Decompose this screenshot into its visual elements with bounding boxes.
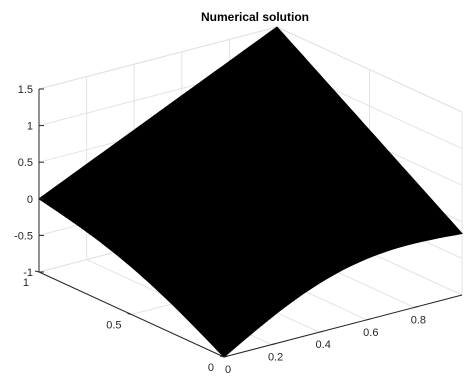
box-edge xyxy=(276,26,463,113)
tick-labels: -1 -0.5 0 0.5 1 1.5 0 0.2 0.4 0.6 0.8 0 0.5 1 xyxy=(14,84,426,376)
x-tick-mark xyxy=(414,305,419,308)
x-tick-label: 0 xyxy=(225,364,231,376)
y-tick-mark xyxy=(127,313,132,315)
axes xyxy=(34,88,463,358)
surface-mesh xyxy=(38,26,463,358)
x-tick-label: 0.4 xyxy=(316,339,331,351)
z-tick-label: 1 xyxy=(27,121,33,133)
z-tick-label: -0.5 xyxy=(14,230,33,242)
y-tick-mark xyxy=(219,355,225,358)
y-tick-label: 1 xyxy=(23,277,29,289)
x-tick-label: 0.8 xyxy=(411,314,426,326)
x-tick-label: 0.2 xyxy=(268,352,283,364)
x-tick-mark xyxy=(366,318,371,321)
x-tick-mark xyxy=(319,330,324,333)
x-tick-label: 0.6 xyxy=(363,327,378,339)
y-tick-label: 0 xyxy=(208,362,214,374)
y-tick-mark xyxy=(34,270,40,273)
z-tick-label: 1.5 xyxy=(18,84,33,96)
x-tick-mark xyxy=(223,355,229,358)
chart-title: Numerical solution xyxy=(201,10,309,24)
z-tick-label: -1 xyxy=(23,267,33,279)
surface-group xyxy=(38,26,463,358)
x-tick-mark xyxy=(271,343,276,346)
y-tick-label: 0.5 xyxy=(106,320,121,332)
x-axis-line xyxy=(223,294,463,358)
box-edge xyxy=(38,26,278,90)
z-tick-label: 0 xyxy=(27,194,33,206)
z-tick-label: 0.5 xyxy=(18,157,33,169)
